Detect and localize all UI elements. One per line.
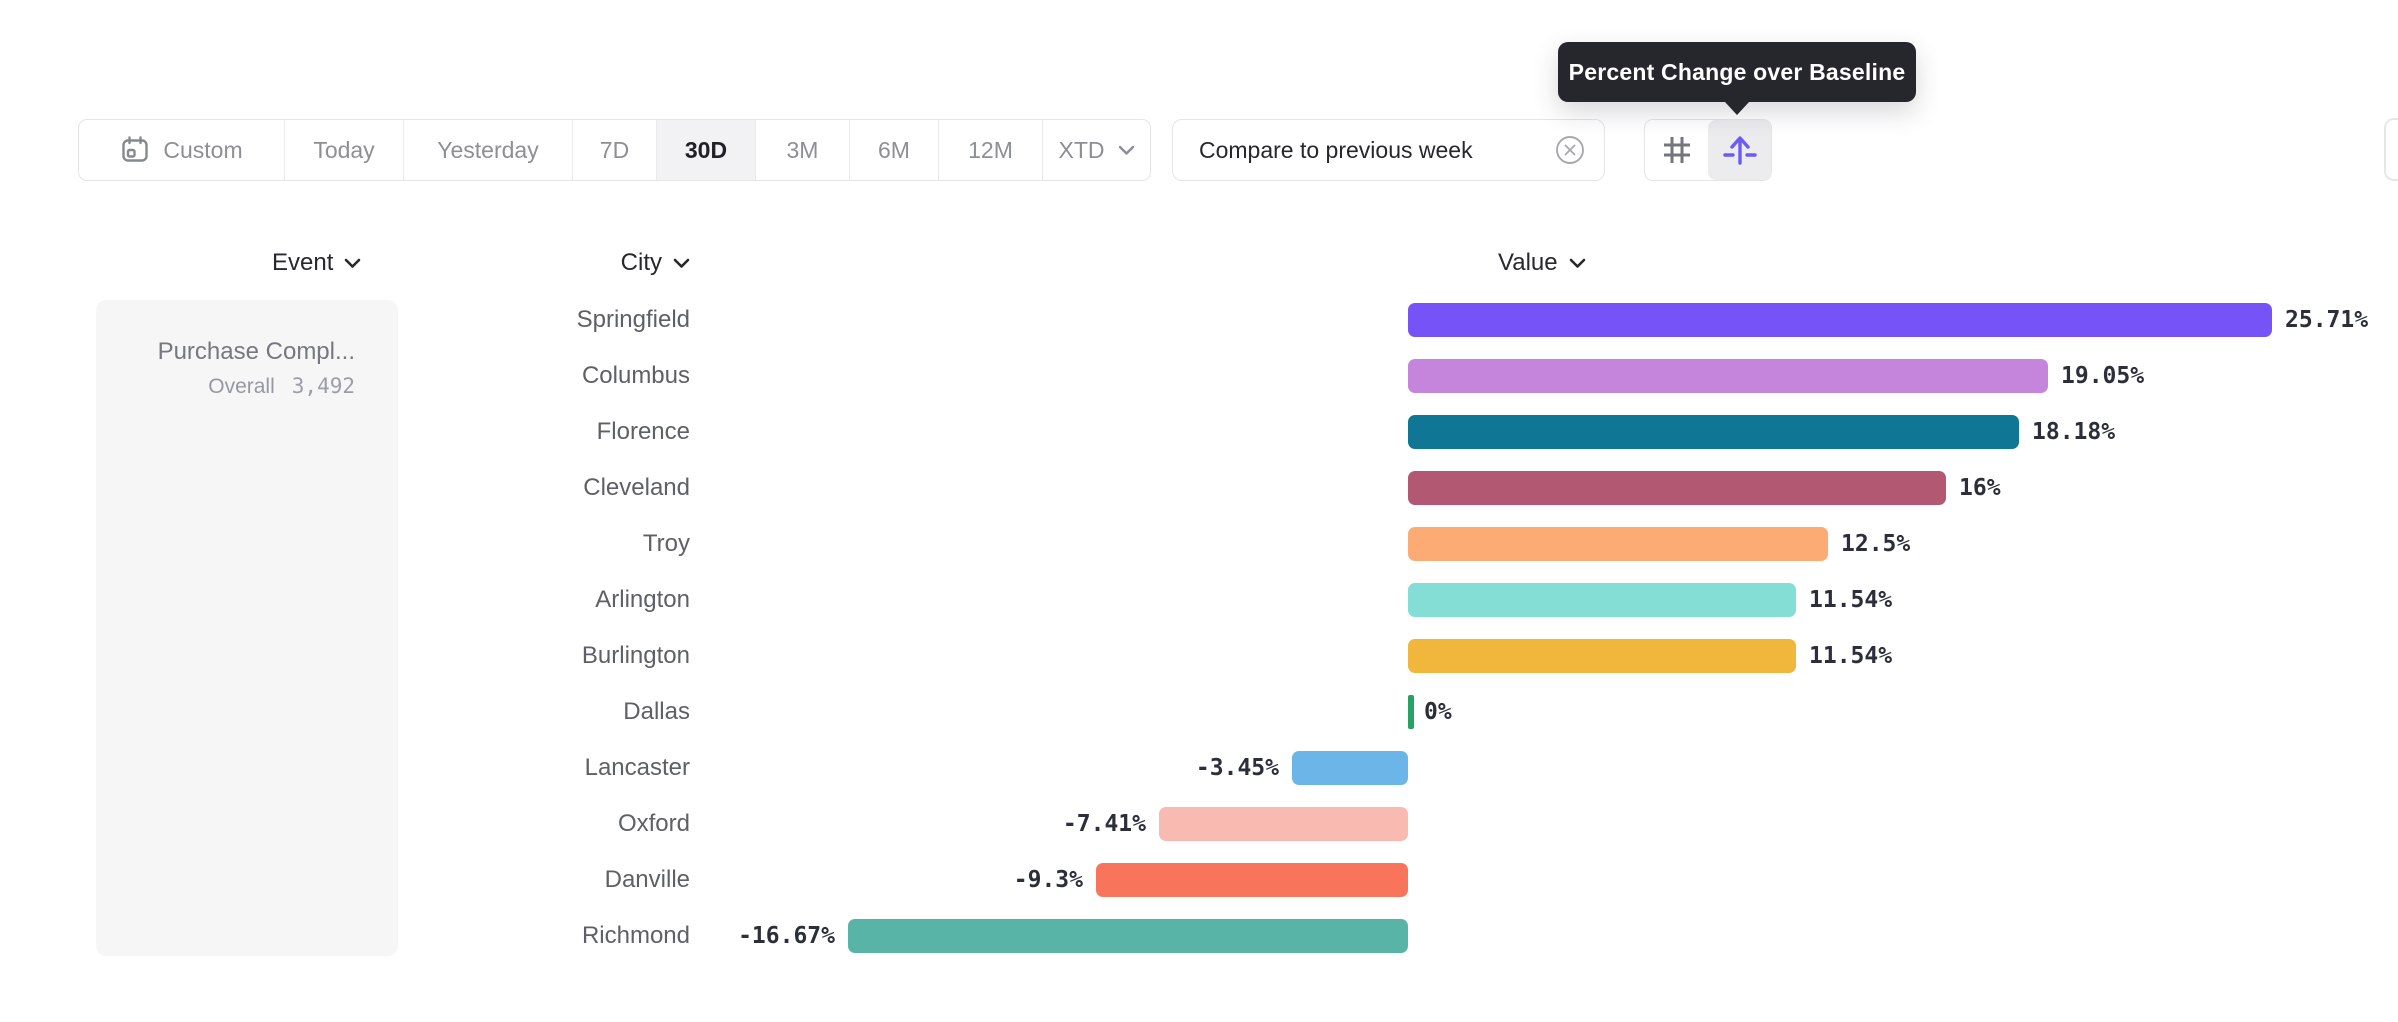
baseline-arrow-icon — [1721, 131, 1759, 169]
chart-row: Cleveland 16% — [0, 460, 2398, 516]
grid-view-toggle[interactable] — [1645, 120, 1708, 180]
partial-edge-button[interactable] — [2384, 118, 2398, 181]
date-range-6m[interactable]: 6M — [850, 120, 939, 180]
value-label: -9.3% — [1013, 867, 1083, 893]
tooltip-arrow — [1725, 102, 1749, 115]
city-label: Danville — [604, 866, 690, 893]
chart-row: Springfield 25.71% — [0, 292, 2398, 348]
date-range-label: 12M — [968, 136, 1013, 163]
city-label: Troy — [642, 530, 690, 557]
chevron-down-icon — [1569, 258, 1586, 269]
column-header-city[interactable]: City — [621, 247, 690, 279]
date-range-label: 3M — [786, 136, 819, 163]
value-label: -7.41% — [1062, 811, 1146, 837]
value-bar[interactable] — [1408, 695, 1414, 729]
event-overall: Overall 3,492 — [208, 374, 355, 399]
city-label: Florence — [596, 418, 690, 445]
city-label: Richmond — [581, 922, 690, 949]
date-range-label: Custom — [163, 136, 243, 163]
value-label: -3.45% — [1195, 755, 1279, 781]
date-range-xtd[interactable]: XTD — [1043, 120, 1150, 180]
chevron-down-icon — [1118, 145, 1135, 156]
column-header-event[interactable]: Event — [272, 247, 361, 279]
value-bar[interactable] — [1408, 471, 1946, 505]
date-range-label: 7D — [599, 136, 630, 163]
chart-row: Lancaster -3.45% — [0, 740, 2398, 796]
baseline-view-toggle[interactable] — [1708, 120, 1771, 180]
date-range-label: Yesterday — [437, 136, 539, 163]
city-label: Cleveland — [583, 474, 690, 501]
chevron-down-icon — [673, 258, 690, 269]
value-bar[interactable] — [1408, 527, 1828, 561]
value-label: 12.5% — [1841, 531, 1911, 557]
city-label: Oxford — [617, 810, 690, 837]
date-range-30d[interactable]: 30D — [657, 120, 756, 180]
value-label: 19.05% — [2061, 363, 2145, 389]
city-label: Lancaster — [584, 754, 690, 781]
column-header-label: City — [620, 249, 662, 276]
chart-row: Troy 12.5% — [0, 516, 2398, 572]
date-range-label: XTD — [1058, 136, 1105, 163]
chart-row: Florence 18.18% — [0, 404, 2398, 460]
circled-x-icon[interactable] — [1554, 134, 1586, 166]
date-range-3m[interactable]: 3M — [756, 120, 850, 180]
value-label: 11.54% — [1809, 587, 1893, 613]
value-bar[interactable] — [1408, 583, 1796, 617]
city-label: Arlington — [595, 586, 690, 613]
city-label: Springfield — [576, 306, 690, 333]
chart-row: Dallas 0% — [0, 684, 2398, 740]
view-toggle-group — [1644, 119, 1772, 181]
date-range-label: 6M — [878, 136, 910, 163]
value-bar[interactable] — [1096, 863, 1408, 897]
value-bar[interactable] — [848, 919, 1408, 953]
chevron-down-icon — [344, 258, 361, 269]
date-range-label: Today — [313, 136, 375, 163]
tooltip: Percent Change over Baseline — [1558, 42, 1916, 115]
overall-label: Overall — [208, 375, 275, 398]
compare-chip[interactable]: Compare to previous week — [1172, 119, 1605, 181]
value-label: 0% — [1424, 699, 1452, 725]
value-bar[interactable] — [1408, 359, 2048, 393]
chart-row: Arlington 11.54% — [0, 572, 2398, 628]
chart-row: Richmond -16.67% — [0, 908, 2398, 964]
date-range-control: Custom Today Yesterday 7D 30D 3M 6M 12M … — [78, 119, 1151, 181]
date-range-today[interactable]: Today — [285, 120, 404, 180]
value-bar[interactable] — [1292, 751, 1408, 785]
value-bar[interactable] — [1408, 415, 2019, 449]
column-header-label: Value — [1498, 249, 1558, 276]
value-label: 11.54% — [1809, 643, 1893, 669]
column-header-value[interactable]: Value — [1498, 247, 1586, 279]
event-title: Purchase Compl... — [157, 338, 355, 365]
value-label: 25.71% — [2285, 307, 2369, 333]
calendar-icon — [120, 135, 150, 165]
value-bar[interactable] — [1159, 807, 1408, 841]
grid-icon — [1660, 133, 1694, 167]
event-card[interactable]: Purchase Compl... Overall 3,492 — [96, 300, 398, 956]
date-range-label: 30D — [684, 136, 728, 163]
tooltip-text: Percent Change over Baseline — [1568, 58, 1906, 85]
value-label: 16% — [1959, 475, 2001, 501]
value-label: -16.67% — [738, 923, 835, 949]
compare-chip-label: Compare to previous week — [1199, 136, 1473, 163]
city-label: Columbus — [581, 362, 690, 389]
date-range-7d[interactable]: 7D — [573, 120, 657, 180]
value-bar[interactable] — [1408, 639, 1796, 673]
column-header-label: Event — [272, 249, 334, 276]
overall-value: 3,492 — [291, 374, 355, 398]
value-bar[interactable] — [1408, 303, 2272, 337]
city-label: Dallas — [623, 698, 690, 725]
chart-row: Oxford -7.41% — [0, 796, 2398, 852]
value-label: 18.18% — [2032, 419, 2116, 445]
date-range-yesterday[interactable]: Yesterday — [404, 120, 573, 180]
date-range-12m[interactable]: 12M — [939, 120, 1043, 180]
chart-row: Danville -9.3% — [0, 852, 2398, 908]
date-range-custom[interactable]: Custom — [79, 120, 285, 180]
city-label: Burlington — [581, 642, 690, 669]
chart-row: Columbus 19.05% — [0, 348, 2398, 404]
chart-row: Burlington 11.54% — [0, 628, 2398, 684]
